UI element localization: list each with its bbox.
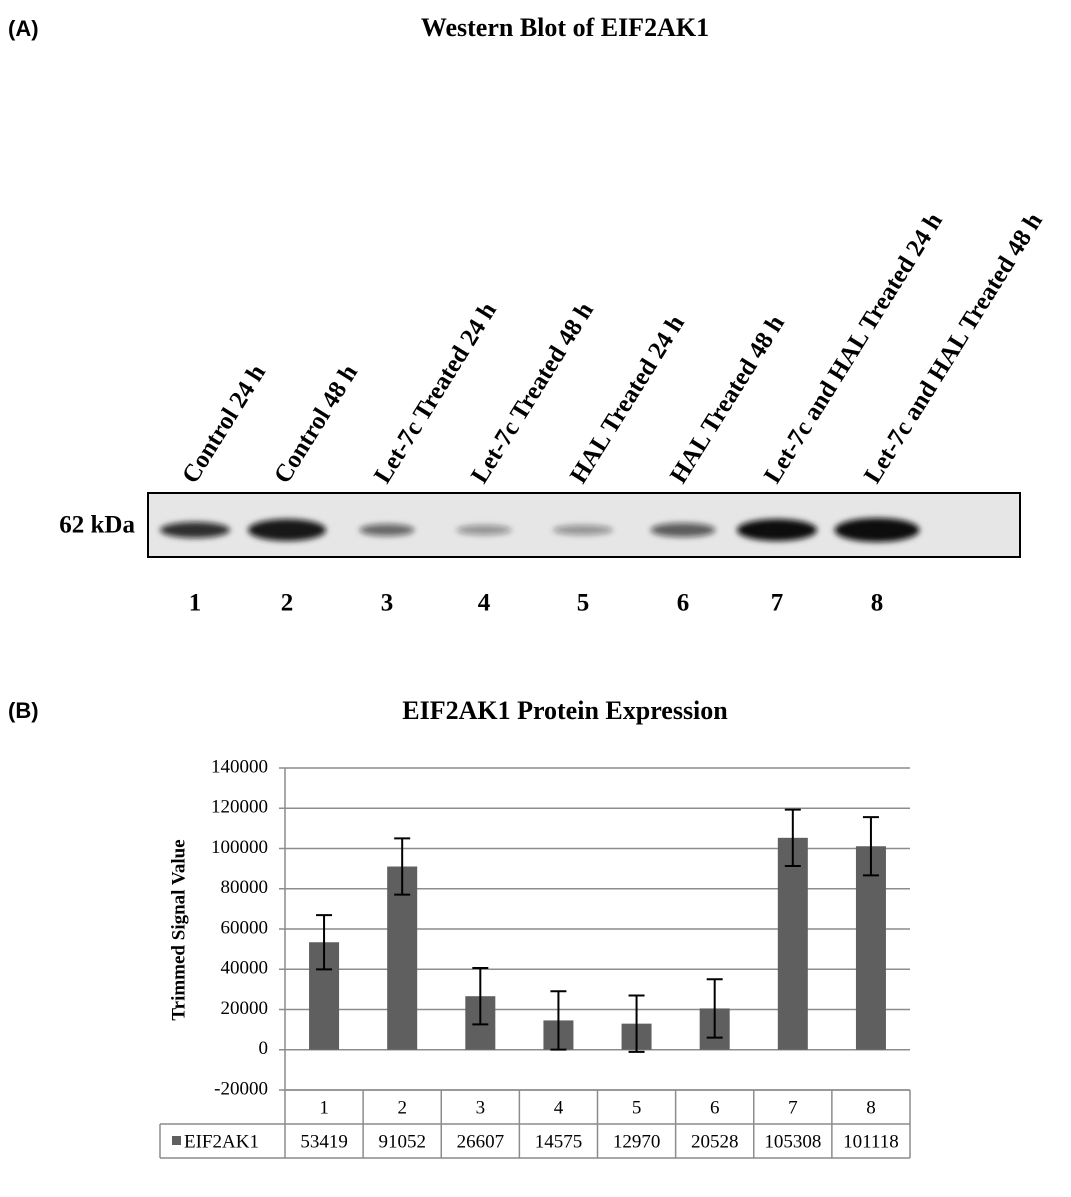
lane-number: 1 (189, 590, 202, 617)
panel-label: (B) (8, 698, 39, 723)
lane-number: 3 (381, 590, 394, 617)
chart-title: EIF2AK1 Protein Expression (402, 696, 728, 725)
panel-label: (A) (8, 16, 39, 41)
y-tick-label: 40000 (221, 958, 269, 979)
lane-label: HAL Treated 24 h (565, 311, 690, 489)
bar (856, 846, 886, 1050)
y-tick-label: 100000 (211, 837, 268, 858)
lane-number: 4 (478, 590, 491, 617)
legend-label: EIF2AK1 (184, 1131, 259, 1152)
table-value: 14575 (535, 1131, 583, 1152)
lane-label: Let-7c and HAL Treated 24 h (759, 208, 948, 488)
figure: (A) Western Blot of EIF2AK1 62 kDa (B) E… (0, 0, 1071, 1192)
page: (A) Western Blot of EIF2AK1 62 kDa (B) E… (0, 0, 1071, 1197)
band (835, 518, 920, 542)
band (360, 524, 415, 536)
table-value: 26607 (457, 1131, 505, 1152)
table-value: 105308 (764, 1131, 821, 1152)
lane-label: Control 48 h (269, 360, 363, 488)
y-tick-label: 120000 (211, 797, 268, 818)
lane-number: 6 (677, 590, 690, 617)
lane-number: 8 (871, 590, 884, 617)
marker-label: 62 kDa (59, 512, 135, 539)
band (457, 525, 512, 535)
band (160, 522, 230, 538)
x-tick-label: 8 (866, 1097, 876, 1118)
bar (778, 838, 808, 1050)
table-value: 101118 (843, 1131, 899, 1152)
band (248, 519, 326, 541)
y-tick-label: 140000 (211, 756, 268, 777)
x-tick-label: 4 (554, 1097, 564, 1118)
y-axis-label: Trimmed Signal Value (168, 839, 189, 1020)
table-value: 12970 (613, 1131, 661, 1152)
lane-number: 7 (771, 590, 784, 617)
x-tick-label: 6 (710, 1097, 720, 1118)
blot-title: Western Blot of EIF2AK1 (421, 13, 709, 42)
y-tick-label: 60000 (221, 917, 269, 938)
lane-label: Control 24 h (177, 360, 271, 488)
lane-number: 5 (577, 590, 590, 617)
y-tick-label: 20000 (221, 998, 269, 1019)
table-value: 20528 (691, 1131, 739, 1152)
lane-label: Let-7c and HAL Treated 48 h (859, 208, 1048, 488)
band (737, 519, 817, 541)
table-value: 91052 (378, 1131, 426, 1152)
legend-swatch (172, 1136, 181, 1145)
band (651, 523, 716, 537)
lane-number: 2 (281, 590, 294, 617)
band (553, 525, 613, 535)
x-tick-label: 1 (319, 1097, 329, 1118)
x-tick-label: 3 (476, 1097, 486, 1118)
x-tick-label: 7 (788, 1097, 798, 1118)
x-tick-label: 5 (632, 1097, 642, 1118)
y-tick-label: 0 (259, 1038, 269, 1059)
y-tick-label: -20000 (214, 1078, 268, 1099)
table-value: 53419 (300, 1131, 348, 1152)
x-tick-label: 2 (397, 1097, 407, 1118)
y-tick-label: 80000 (221, 877, 269, 898)
